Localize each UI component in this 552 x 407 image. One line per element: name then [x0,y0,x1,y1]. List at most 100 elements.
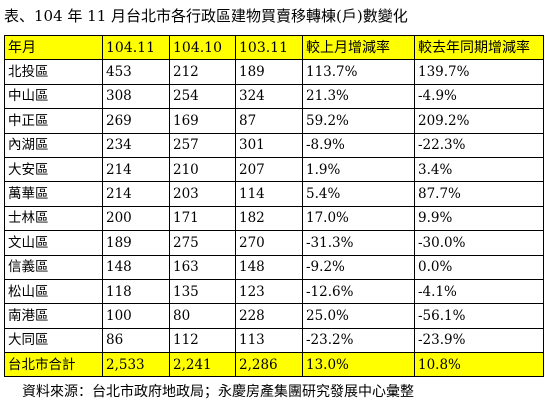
cell-oct-2015: 257 [169,132,236,158]
cell-mom-change: 21.3% [302,83,415,110]
cell-district: 中山區 [4,83,103,110]
cell-yoy-change: 3.4% [414,156,544,183]
cell-yoy-change: -30.0% [414,230,544,256]
header-cell-103-11: 103.11 [235,34,303,61]
cell-oct-2015: 203 [169,181,236,207]
cell-nov-2015: 269 [102,108,170,134]
cell-mom-change: 25.0% [302,303,415,329]
cell-nov-2014: 148 [235,254,303,280]
cell-nov-2014: 182 [235,205,303,232]
cell-yoy-change: 87.7% [414,181,544,207]
cell-oct-2015: 171 [169,205,236,232]
table-row: 萬華區 214 203 114 5.4% 87.7% [4,181,544,207]
cell-nov-2015: 214 [102,156,170,183]
cell-nov-2014: 114 [235,181,303,207]
transfer-table: 年月 104.11 104.10 103.11 較上月增減率 較去年同期增減率 … [4,34,544,378]
table-row: 松山區 118 135 123 -12.6% -4.1% [4,278,544,305]
cell-nov-2015: 234 [102,132,170,158]
cell-oct-2015: 212 [169,59,236,85]
cell-mom-change: -31.3% [302,230,415,256]
cell-yoy-change: -56.1% [414,303,544,329]
cell-yoy-change: -23.9% [414,327,544,354]
cell-mom-change: -8.9% [302,132,415,158]
cell-nov-2015: 118 [102,278,170,305]
cell-yoy-change: -4.1% [414,278,544,305]
cell-oct-2015: 275 [169,230,236,256]
cell-yoy-change: 0.0% [414,254,544,280]
cell-oct-2015: 112 [169,327,236,354]
cell-nov-2014: 301 [235,132,303,158]
cell-district: 內湖區 [4,132,103,158]
cell-mom-change: 1.9% [302,156,415,183]
cell-mom-change: 59.2% [302,108,415,134]
table-row: 士林區 200 171 182 17.0% 9.9% [4,205,544,232]
cell-nov-2014: 189 [235,59,303,85]
cell-mom-change: 5.4% [302,181,415,207]
header-cell-104-10: 104.10 [169,34,236,61]
total-cell-mom-change: 13.0% [302,352,415,378]
table-row: 信義區 148 163 148 -9.2% 0.0% [4,254,544,280]
cell-yoy-change: -4.9% [414,83,544,110]
table-row: 內湖區 234 257 301 -8.9% -22.3% [4,132,544,158]
cell-district: 大同區 [4,327,103,354]
cell-district: 萬華區 [4,181,103,207]
cell-mom-change: -12.6% [302,278,415,305]
cell-district: 文山區 [4,230,103,256]
cell-oct-2015: 169 [169,108,236,134]
cell-district: 信義區 [4,254,103,280]
cell-oct-2015: 163 [169,254,236,280]
cell-nov-2014: 324 [235,83,303,110]
cell-mom-change: 17.0% [302,205,415,232]
total-row: 台北市合計 2,533 2,241 2,286 13.0% 10.8% [4,352,544,378]
cell-oct-2015: 254 [169,83,236,110]
cell-yoy-change: -22.3% [414,132,544,158]
cell-nov-2014: 228 [235,303,303,329]
cell-mom-change: -23.2% [302,327,415,354]
total-cell-yoy-change: 10.8% [414,352,544,378]
cell-district: 北投區 [4,59,103,85]
cell-nov-2015: 308 [102,83,170,110]
cell-district: 大安區 [4,156,103,183]
total-cell-nov-2015: 2,533 [102,352,170,378]
cell-nov-2015: 100 [102,303,170,329]
cell-nov-2014: 270 [235,230,303,256]
cell-mom-change: -9.2% [302,254,415,280]
cell-nov-2015: 189 [102,230,170,256]
cell-yoy-change: 9.9% [414,205,544,232]
table-row: 南港區 100 80 228 25.0% -56.1% [4,303,544,329]
cell-yoy-change: 209.2% [414,108,544,134]
cell-district: 中正區 [4,108,103,134]
cell-nov-2015: 86 [102,327,170,354]
header-cell-period: 年月 [4,34,103,61]
total-cell-nov-2014: 2,286 [235,352,303,378]
cell-district: 士林區 [4,205,103,232]
total-cell-district: 台北市合計 [4,352,103,378]
cell-nov-2014: 113 [235,327,303,354]
source-note: 資料來源：台北市政府地政局；永慶房產集團研究發展中心彙整 [22,384,414,400]
table-row: 大安區 214 210 207 1.9% 3.4% [4,156,544,183]
cell-nov-2015: 200 [102,205,170,232]
table-row: 文山區 189 275 270 -31.3% -30.0% [4,230,544,256]
cell-oct-2015: 210 [169,156,236,183]
cell-oct-2015: 80 [169,303,236,329]
cell-mom-change: 113.7% [302,59,415,85]
header-cell-104-11: 104.11 [102,34,170,61]
cell-yoy-change: 139.7% [414,59,544,85]
table-row: 中正區 269 169 87 59.2% 209.2% [4,108,544,134]
header-cell-yoy-change: 較去年同期增減率 [414,34,544,61]
table-row: 中山區 308 254 324 21.3% -4.9% [4,83,544,110]
table-row: 大同區 86 112 113 -23.2% -23.9% [4,327,544,354]
cell-nov-2015: 148 [102,254,170,280]
cell-nov-2015: 453 [102,59,170,85]
total-cell-oct-2015: 2,241 [169,352,236,378]
cell-nov-2014: 123 [235,278,303,305]
cell-district: 松山區 [4,278,103,305]
header-cell-mom-change: 較上月增減率 [302,34,415,61]
cell-nov-2014: 87 [235,108,303,134]
table-title: 表、104 年 11 月台北市各行政區建物買賣移轉棟(戶)數變化 [4,7,408,25]
table-row: 北投區 453 212 189 113.7% 139.7% [4,59,544,85]
header-row: 年月 104.11 104.10 103.11 較上月增減率 較去年同期增減率 [4,34,544,61]
cell-oct-2015: 135 [169,278,236,305]
cell-nov-2014: 207 [235,156,303,183]
cell-district: 南港區 [4,303,103,329]
